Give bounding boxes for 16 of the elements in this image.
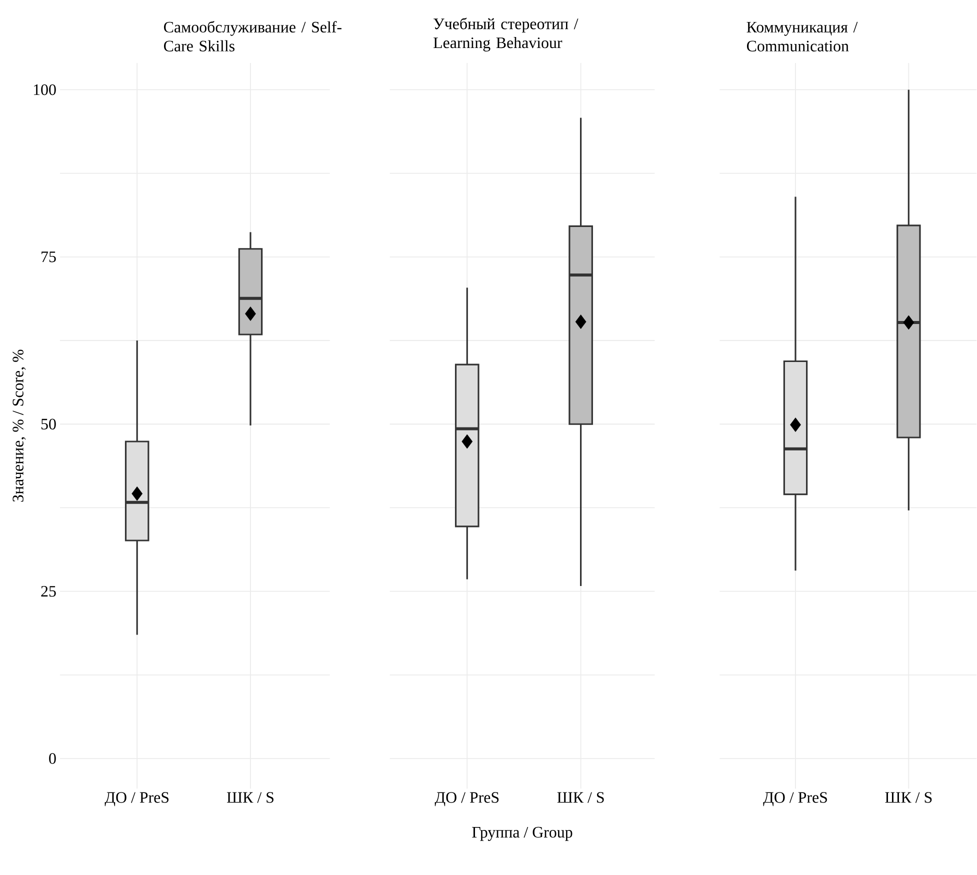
x-tick-label: ШК / S <box>557 792 604 804</box>
x-tick-label: ШК / S <box>885 792 932 804</box>
x-axis-title: Группа / Group <box>472 827 572 842</box>
y-tick-label: 50 <box>41 418 56 430</box>
chart-title: Коммуникация / Communication <box>746 22 858 52</box>
y-tick-label: 0 <box>49 753 56 764</box>
y-tick-label: 25 <box>41 586 56 597</box>
y-axis-title: Значение, % / Score, % <box>12 350 26 502</box>
x-tick-label: ДО / PreS <box>434 792 499 806</box>
x-tick-label: ШК / S <box>226 792 274 804</box>
x-tick-label: ДО / PreS <box>104 792 169 806</box>
x-tick-label: ДО / PreS <box>763 792 827 806</box>
chart-title: Самообслуживание / Self-Care Skills <box>164 21 342 52</box>
y-tick-label: 100 <box>34 84 56 96</box>
y-tick-label: 75 <box>42 252 56 262</box>
chart-title: Учебный стереотип / Learning Behaviour <box>434 18 578 52</box>
